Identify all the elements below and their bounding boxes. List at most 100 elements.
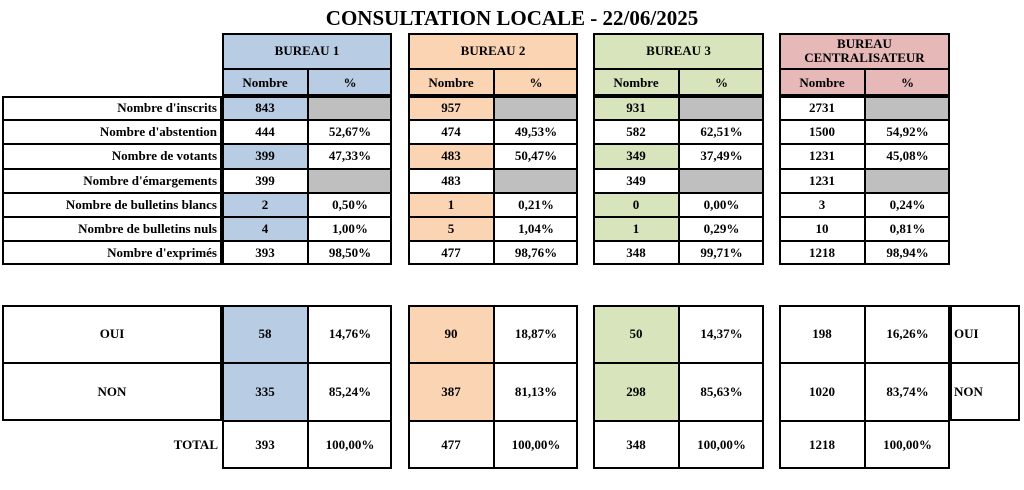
vote-count-cell: 335 [222,363,308,421]
row-label: Nombre d'exprimés [2,241,222,266]
percent-cell: 45,08% [865,144,950,169]
column-header-percent: % [308,69,392,96]
percent-cell: 54,92% [865,120,950,145]
count-cell: 474 [408,120,494,145]
percent-cell: 1,00% [308,217,392,242]
count-cell: 582 [593,120,679,145]
column-header-percent: % [494,69,578,96]
count-cell: 1218 [779,241,865,266]
total-label: TOTAL [173,437,218,452]
count-cell: 2731 [779,96,865,121]
percent-cell: 0,50% [308,192,392,217]
vote-percent-cell: 85,63% [679,363,764,421]
vote-count-cell: 58 [222,305,308,363]
percent-cell: 98,94% [865,241,950,266]
empty-cell [865,168,950,193]
count-cell: 957 [408,96,494,121]
count-cell: 1231 [779,144,865,169]
count-cell: 399 [222,168,308,193]
row-label: Nombre d'abstention [2,120,222,145]
percent-cell: 62,51% [679,120,764,145]
count-cell: 843 [222,96,308,121]
percent-cell: 0,81% [865,217,950,242]
vote-percent-cell: 14,37% [679,305,764,363]
total-count-cell: 393 [222,421,308,469]
result-label: NON [2,363,222,421]
result-right-label: NON [950,363,1020,421]
result-label: OUI [2,305,222,363]
bureau-header: BUREAU 1 [222,33,392,69]
total-percent-cell: 100,00% [865,421,950,469]
count-cell: 1231 [779,168,865,193]
percent-cell: 37,49% [679,144,764,169]
percent-cell: 49,53% [494,120,578,145]
empty-cell [308,96,392,121]
percent-cell: 1,04% [494,217,578,242]
count-cell: 2 [222,192,308,217]
count-cell: 349 [593,144,679,169]
count-cell: 393 [222,241,308,266]
total-count-cell: 477 [408,421,494,469]
vote-count-cell: 1020 [779,363,865,421]
percent-cell: 52,67% [308,120,392,145]
row-label: Nombre de bulletins blancs [2,192,222,217]
percent-cell: 0,24% [865,192,950,217]
bureau-header: BUREAU CENTRALISATEUR [779,33,950,69]
percent-cell: 98,76% [494,241,578,266]
count-cell: 10 [779,217,865,242]
bureau-header: BUREAU 3 [593,33,764,69]
count-cell: 348 [593,241,679,266]
total-percent-cell: 100,00% [494,421,578,469]
vote-percent-cell: 16,26% [865,305,950,363]
total-percent-cell: 100,00% [308,421,392,469]
vote-count-cell: 387 [408,363,494,421]
vote-percent-cell: 85,24% [308,363,392,421]
column-header-nombre: Nombre [408,69,494,96]
total-count-cell: 348 [593,421,679,469]
count-cell: 1500 [779,120,865,145]
row-label: Nombre de votants [2,144,222,169]
count-cell: 483 [408,168,494,193]
row-label: Nombre d'inscrits [2,96,222,121]
empty-cell [494,168,578,193]
vote-count-cell: 90 [408,305,494,363]
empty-cell [679,96,764,121]
empty-cell [308,168,392,193]
column-header-percent: % [865,69,950,96]
percent-cell: 50,47% [494,144,578,169]
vote-percent-cell: 14,76% [308,305,392,363]
percent-cell: 98,50% [308,241,392,266]
row-label: Nombre d'émargements [2,168,222,193]
count-cell: 399 [222,144,308,169]
column-header-nombre: Nombre [779,69,865,96]
bureau-header: BUREAU 2 [408,33,578,69]
count-cell: 483 [408,144,494,169]
page-title: CONSULTATION LOCALE - 22/06/2025 [325,6,699,30]
vote-percent-cell: 83,74% [865,363,950,421]
percent-cell: 99,71% [679,241,764,266]
vote-percent-cell: 18,87% [494,305,578,363]
column-header-nombre: Nombre [222,69,308,96]
percent-cell: 0,00% [679,192,764,217]
total-count-cell: 1218 [779,421,865,469]
percent-cell: 0,21% [494,192,578,217]
column-header-nombre: Nombre [593,69,679,96]
count-cell: 349 [593,168,679,193]
empty-cell [865,96,950,121]
vote-count-cell: 198 [779,305,865,363]
row-label: Nombre de bulletins nuls [2,217,222,242]
percent-cell: 0,29% [679,217,764,242]
count-cell: 444 [222,120,308,145]
empty-cell [679,168,764,193]
count-cell: 5 [408,217,494,242]
count-cell: 1 [408,192,494,217]
column-header-percent: % [679,69,764,96]
vote-percent-cell: 81,13% [494,363,578,421]
result-right-label: OUI [950,305,1020,363]
count-cell: 1 [593,217,679,242]
empty-cell [494,96,578,121]
count-cell: 477 [408,241,494,266]
count-cell: 931 [593,96,679,121]
percent-cell: 47,33% [308,144,392,169]
count-cell: 3 [779,192,865,217]
